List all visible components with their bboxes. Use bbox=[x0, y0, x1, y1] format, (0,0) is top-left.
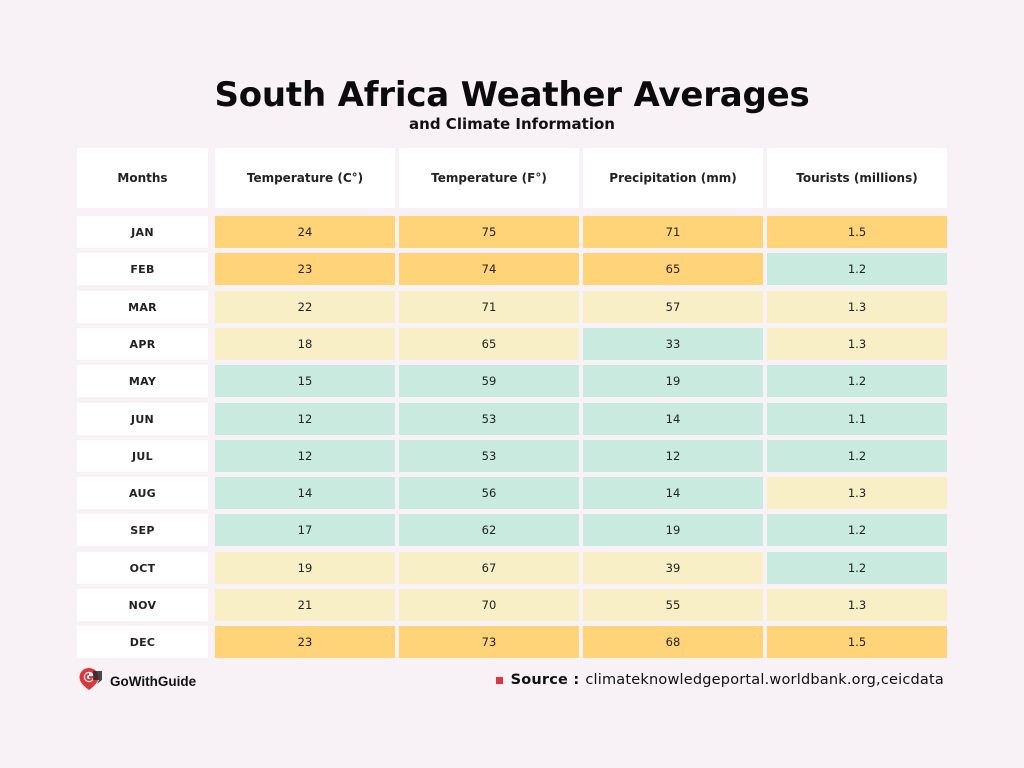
table-cell: 56 bbox=[399, 477, 579, 509]
table-cell: 23 bbox=[215, 626, 395, 658]
table-cell: 12 bbox=[583, 440, 763, 472]
table-cell: 1.2 bbox=[767, 440, 947, 472]
table-cell: 12 bbox=[215, 403, 395, 435]
table-cell: 17 bbox=[215, 514, 395, 546]
month-label: JUL bbox=[77, 440, 208, 472]
table-cell: 21 bbox=[215, 589, 395, 621]
table-cell: 15 bbox=[215, 365, 395, 397]
source-label: Source : bbox=[510, 672, 580, 688]
source-text: climateknowledgeportal.worldbank.org,cei… bbox=[585, 672, 944, 688]
table-cell: 71 bbox=[583, 216, 763, 248]
table-cell: 14 bbox=[215, 477, 395, 509]
table-cell: 19 bbox=[583, 514, 763, 546]
table-cell: 19 bbox=[215, 552, 395, 584]
table-cell: 18 bbox=[215, 328, 395, 360]
month-label: AUG bbox=[77, 477, 208, 509]
table-cell: 1.5 bbox=[767, 626, 947, 658]
table-cell: 62 bbox=[399, 514, 579, 546]
table-cell: 53 bbox=[399, 403, 579, 435]
table-cell: 1.2 bbox=[767, 514, 947, 546]
weather-table: Months Temperature (C°) Temperature (F°) Pr… bbox=[77, 148, 947, 660]
table-cell: 24 bbox=[215, 216, 395, 248]
table-cell: 55 bbox=[583, 589, 763, 621]
column-header: Temperature (C°) bbox=[215, 148, 395, 208]
table-cell: 71 bbox=[399, 291, 579, 323]
table-cell: 39 bbox=[583, 552, 763, 584]
month-label: NOV bbox=[77, 589, 208, 621]
source-note: Source : climateknowledgeportal.worldban… bbox=[495, 672, 944, 688]
table-cell: 53 bbox=[399, 440, 579, 472]
table-cell: 1.3 bbox=[767, 328, 947, 360]
table-cell: 19 bbox=[583, 365, 763, 397]
page-subtitle: and Climate Information bbox=[409, 115, 615, 133]
table-cell: 1.3 bbox=[767, 589, 947, 621]
column-header: Temperature (F°) bbox=[399, 148, 579, 208]
month-label: MAR bbox=[77, 291, 208, 323]
table-cell: 1.2 bbox=[767, 365, 947, 397]
month-label: JUN bbox=[77, 403, 208, 435]
brand-logo[interactable]: GoWithGuide bbox=[78, 667, 197, 695]
table-cell: 1.1 bbox=[767, 403, 947, 435]
table-cell: 67 bbox=[399, 552, 579, 584]
table-cell: 23 bbox=[215, 253, 395, 285]
month-label: FEB bbox=[77, 253, 208, 285]
month-label: APR bbox=[77, 328, 208, 360]
month-label: DEC bbox=[77, 626, 208, 658]
table-cell: 65 bbox=[399, 328, 579, 360]
table-cell: 1.3 bbox=[767, 291, 947, 323]
table-cell: 33 bbox=[583, 328, 763, 360]
month-label: OCT bbox=[77, 552, 208, 584]
table-cell: 1.3 bbox=[767, 477, 947, 509]
table-cell: 12 bbox=[215, 440, 395, 472]
map-pin-logo-icon bbox=[78, 667, 104, 695]
table-cell: 1.5 bbox=[767, 216, 947, 248]
month-label: SEP bbox=[77, 514, 208, 546]
table-cell: 57 bbox=[583, 291, 763, 323]
table-cell: 68 bbox=[583, 626, 763, 658]
column-header: Precipitation (mm) bbox=[583, 148, 763, 208]
page-title: South Africa Weather Averages bbox=[214, 75, 810, 115]
brand-name: GoWithGuide bbox=[110, 673, 197, 689]
table-cell: 75 bbox=[399, 216, 579, 248]
table-cell: 73 bbox=[399, 626, 579, 658]
table-cell: 74 bbox=[399, 253, 579, 285]
table-cell: 14 bbox=[583, 403, 763, 435]
table-cell: 70 bbox=[399, 589, 579, 621]
bullet-square-icon bbox=[495, 676, 503, 684]
table-cell: 59 bbox=[399, 365, 579, 397]
table-cell: 14 bbox=[583, 477, 763, 509]
column-header: Months bbox=[77, 148, 208, 208]
table-cell: 1.2 bbox=[767, 253, 947, 285]
month-label: MAY bbox=[77, 365, 208, 397]
month-label: JAN bbox=[77, 216, 208, 248]
column-header: Tourists (millions) bbox=[767, 148, 947, 208]
table-cell: 65 bbox=[583, 253, 763, 285]
table-cell: 22 bbox=[215, 291, 395, 323]
table-cell: 1.2 bbox=[767, 552, 947, 584]
